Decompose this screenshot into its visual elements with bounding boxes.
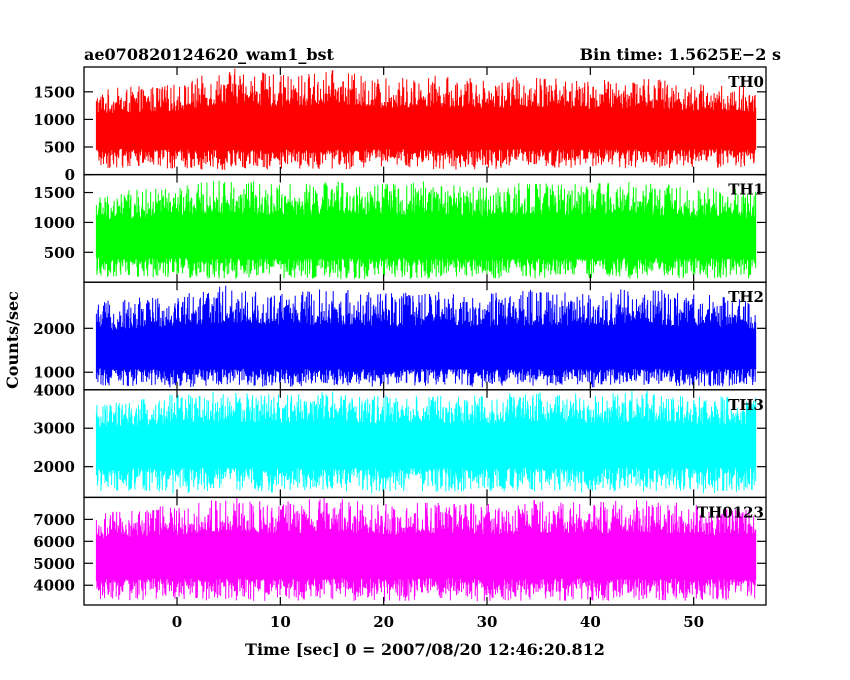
- y-tick-label: 500: [44, 244, 75, 262]
- panel-label: TH2: [728, 288, 764, 306]
- x-tick-label: 0: [172, 613, 182, 631]
- y-tick-label: 500: [44, 139, 75, 157]
- y-tick-label: 4000: [33, 381, 75, 399]
- series-th3: [95, 391, 757, 494]
- y-tick-label: 5000: [33, 555, 75, 573]
- panel-frame: [83, 496, 767, 606]
- series-th2: [95, 285, 757, 388]
- y-tick-label: 4000: [33, 577, 75, 595]
- panel-th1: 500 1000 1500 TH1: [33, 173, 767, 283]
- panel-th3: 2000 3000 4000 TH3: [33, 381, 767, 499]
- y-tick-label: 0: [65, 166, 75, 184]
- panel-label: TH0123: [697, 503, 764, 521]
- y-tick-label: 3000: [33, 420, 75, 438]
- series-th1: [95, 180, 757, 280]
- x-tick-label: 10: [270, 613, 291, 631]
- y-tick-label: 1500: [33, 184, 75, 202]
- y-tick-label: 1500: [33, 83, 75, 101]
- y-tick-label: 1000: [33, 364, 75, 382]
- y-tick-label: 1000: [33, 111, 75, 129]
- y-tick-label: 2000: [33, 320, 75, 338]
- y-tick-label: 7000: [33, 511, 75, 529]
- panel-th0123: 4000 5000 6000 7000 TH0123: [33, 496, 767, 606]
- y-axis-label: Counts/sec: [3, 291, 22, 389]
- panel-th2: 1000 2000 TH2: [33, 281, 767, 391]
- panel-label: TH1: [728, 181, 764, 199]
- y-tick-label: 6000: [33, 533, 75, 551]
- series-th0: [95, 68, 757, 170]
- panel-th0: 0 500 1000 1500 TH0: [33, 66, 767, 184]
- x-axis-label: Time [sec] 0 = 2007/08/20 12:46:20.812: [245, 640, 605, 659]
- x-tick-label: 30: [477, 613, 498, 631]
- bin-time-label: Bin time: 1.5625E−2 s: [580, 45, 781, 64]
- chart-title: ae070820124620_wam1_bst: [84, 45, 335, 64]
- series-th0123: [95, 498, 757, 602]
- x-tick-label: 50: [683, 613, 704, 631]
- y-tick-label: 2000: [33, 458, 75, 476]
- x-tick-label: 20: [373, 613, 394, 631]
- y-tick-label: 1000: [33, 214, 75, 232]
- panel-label: TH0: [728, 73, 764, 91]
- x-tick-label: 40: [580, 613, 601, 631]
- panel-label: TH3: [728, 396, 764, 414]
